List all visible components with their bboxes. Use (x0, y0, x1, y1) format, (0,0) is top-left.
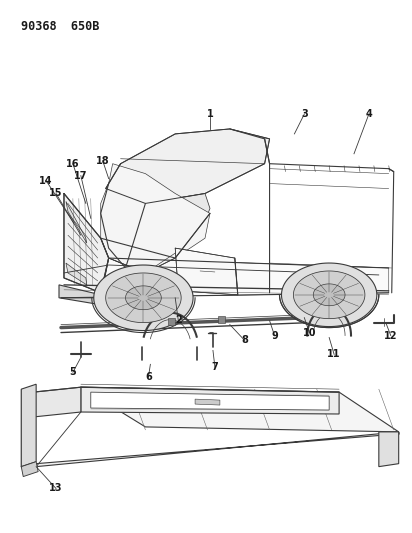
Polygon shape (131, 193, 210, 248)
Polygon shape (81, 387, 399, 432)
Text: 8: 8 (241, 335, 248, 345)
Polygon shape (66, 201, 87, 243)
Polygon shape (106, 129, 269, 204)
Text: 2: 2 (175, 314, 182, 325)
Polygon shape (175, 248, 238, 295)
Text: 7: 7 (212, 362, 218, 373)
Polygon shape (94, 265, 193, 330)
Text: 5: 5 (70, 367, 76, 377)
Polygon shape (126, 286, 162, 310)
Text: 90368  650B: 90368 650B (21, 20, 100, 33)
Text: 3: 3 (301, 109, 308, 119)
Polygon shape (195, 399, 220, 405)
Polygon shape (218, 316, 225, 322)
Polygon shape (91, 392, 329, 410)
Text: 13: 13 (49, 483, 63, 494)
Text: 6: 6 (145, 372, 152, 382)
Text: 10: 10 (302, 328, 316, 337)
Polygon shape (21, 384, 36, 466)
Polygon shape (293, 271, 365, 319)
Text: 16: 16 (66, 159, 80, 169)
Polygon shape (64, 193, 109, 293)
Text: 9: 9 (271, 330, 278, 341)
Polygon shape (36, 432, 399, 466)
Text: 14: 14 (39, 175, 53, 185)
Polygon shape (379, 432, 399, 466)
Polygon shape (313, 284, 345, 306)
Polygon shape (106, 273, 181, 322)
Polygon shape (101, 164, 210, 273)
Text: 4: 4 (365, 109, 372, 119)
Polygon shape (168, 318, 175, 325)
Polygon shape (81, 387, 339, 414)
Polygon shape (61, 258, 389, 298)
Text: 18: 18 (96, 156, 110, 166)
Text: 17: 17 (74, 171, 88, 181)
Polygon shape (59, 285, 101, 305)
Polygon shape (281, 263, 377, 327)
Polygon shape (33, 387, 81, 417)
Polygon shape (66, 263, 87, 285)
Text: 12: 12 (384, 330, 398, 341)
Polygon shape (21, 462, 38, 477)
Text: 11: 11 (328, 350, 341, 359)
Text: 15: 15 (49, 189, 63, 198)
Text: 1: 1 (206, 109, 213, 119)
